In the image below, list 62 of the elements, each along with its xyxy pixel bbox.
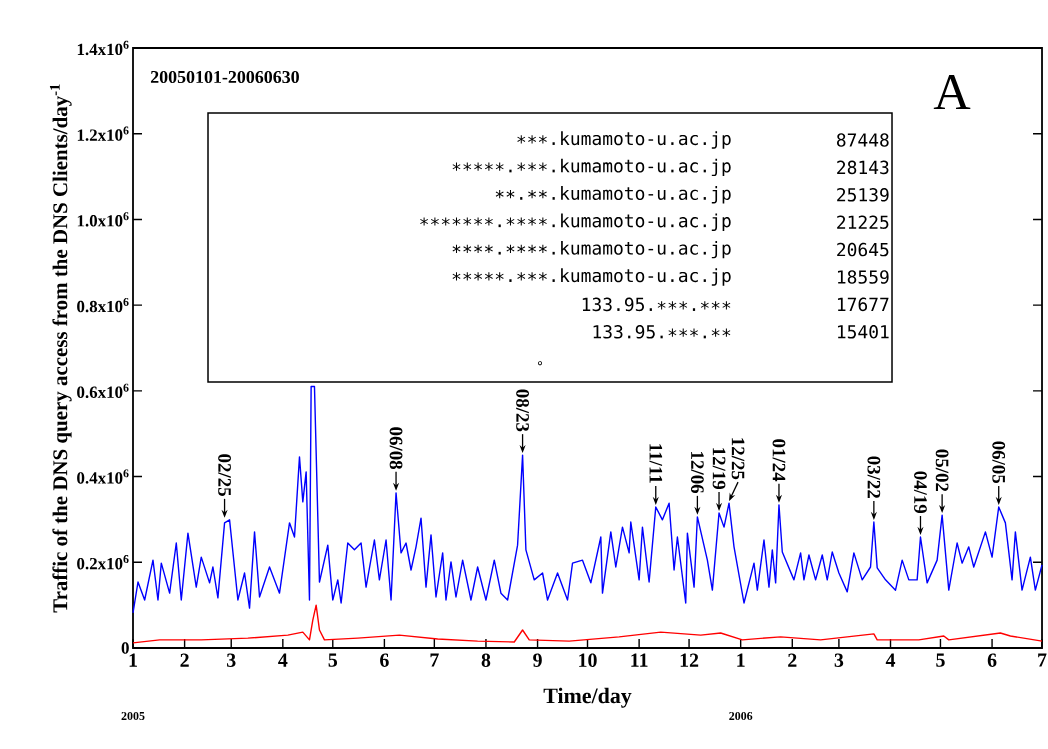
x-tick-label: 5 — [936, 653, 945, 667]
x-tick-label: 8 — [481, 653, 491, 667]
annotation: 01/24 — [772, 439, 786, 482]
annotation: 28143 — [837, 160, 889, 175]
annotation: 12/25 — [731, 438, 745, 480]
annotation: ∗∗∗.kumamoto-u.ac.jp — [517, 131, 731, 149]
annotation: 18559 — [837, 270, 889, 284]
annotation: 04/19 — [914, 471, 927, 514]
y-tick-label: 1.4x10$^{6}$ — [77, 40, 129, 56]
x-tick-label: 1 — [129, 653, 137, 667]
annotation: 25139 — [837, 188, 889, 202]
x-tick-label: 2 — [180, 653, 189, 667]
annotation: 133.95.∗∗∗.∗∗ — [593, 325, 731, 339]
annotation: ∗∗∗∗∗.∗∗∗.kumamoto-u.ac.jp — [452, 158, 731, 177]
annotation: 21225 — [837, 215, 889, 229]
x-axis-title: Time/day — [543, 687, 632, 708]
x-tick-label: 5 — [328, 653, 338, 667]
x-tick-label: 11 — [631, 653, 648, 667]
y-tick-label: 0.8x10$^{6}$ — [77, 297, 129, 313]
annotation: A — [933, 74, 971, 110]
annotation: 03/22 — [867, 456, 881, 498]
y-axis-title: Traffic of the DNS query access from the DNS Clients/day$^{-1}$ — [49, 84, 72, 613]
y-tick-label: 0.4x10$^{6}$ — [77, 469, 129, 484]
x-tick-label: 3 — [834, 653, 844, 667]
x-tick-label: 6 — [987, 653, 997, 667]
text: 2005 — [121, 711, 145, 721]
x-tick-label: 6 — [380, 653, 389, 667]
annotation: 05/02 — [935, 449, 949, 492]
annotation: 11/11 — [649, 444, 663, 483]
x-tick-label: 2 — [788, 653, 797, 667]
text: 2006 — [729, 711, 753, 721]
x-tick-label: 10 — [579, 653, 597, 667]
annotation: 20050101-20060630 — [150, 70, 299, 84]
annotation: 02/25 — [218, 454, 231, 496]
annotation: ∗∗∗∗∗.∗∗∗.kumamoto-u.ac.jp — [452, 268, 731, 286]
annotation: 08/23 — [516, 389, 529, 432]
x-tick-label: 4 — [278, 653, 288, 667]
x-tick-label: 4 — [885, 653, 896, 667]
y-tick-label: 0.2x10$^{6}$ — [77, 555, 129, 570]
y-tick-label: 1.2x10$^{6}$ — [77, 126, 129, 141]
y-tick-label: 1.0x10$^{6}$ — [77, 212, 129, 227]
x-tick-label: 7 — [430, 653, 439, 667]
annotation: 06/08 — [389, 427, 403, 470]
x-tick-label: 9 — [533, 653, 542, 667]
x-tick-label: 7 — [1038, 653, 1047, 667]
annotation: 87448 — [836, 133, 889, 147]
annotation: 12/19 — [712, 448, 726, 490]
annotation: 20645 — [837, 242, 889, 257]
y-tick-label: 0.6x10$^{6}$ — [77, 383, 129, 399]
annotation: 133.95.∗∗∗.∗∗∗ — [582, 297, 731, 312]
annotation: 06/05 — [992, 441, 1006, 484]
annotation: ∗∗.∗∗.kumamoto-u.ac.jp — [495, 186, 731, 204]
x-tick-label: 1 — [737, 653, 745, 667]
y-tick-label: 0 — [121, 642, 129, 654]
annotation: 17677 — [837, 297, 889, 312]
annotation: ∗∗∗∗.∗∗∗∗.kumamoto-u.ac.jp — [452, 240, 731, 259]
annotation: ∗∗∗∗∗∗∗.∗∗∗∗.kumamoto-u.ac.jp — [420, 213, 731, 231]
annotation: ° — [538, 361, 543, 366]
annotation: 12/06 — [691, 452, 704, 494]
x-tick-label: 12 — [680, 653, 699, 667]
x-tick-label: 3 — [226, 653, 236, 667]
annotation: 15401 — [837, 325, 889, 339]
